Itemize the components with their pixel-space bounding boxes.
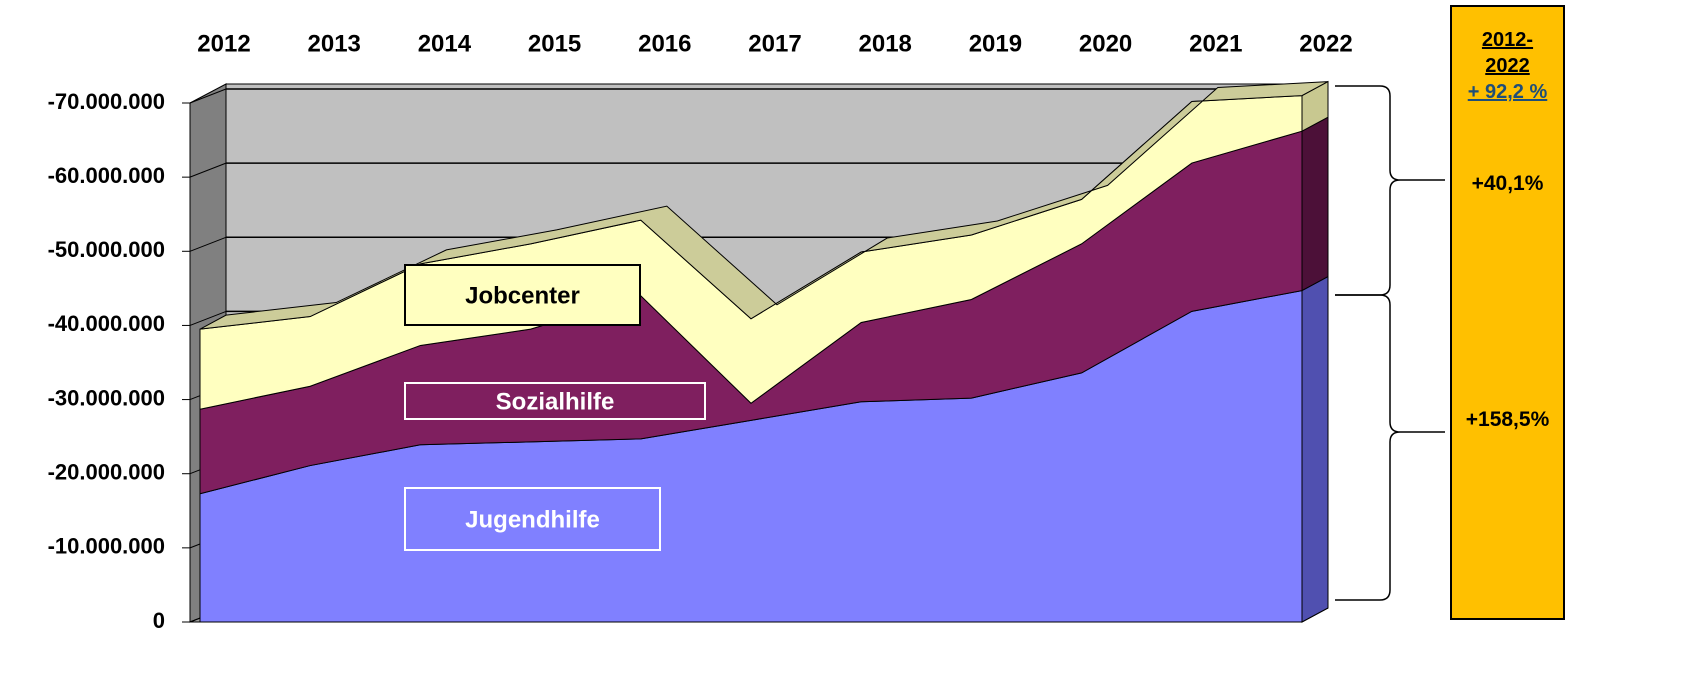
period-label: 2012-2022 xyxy=(1481,29,1534,77)
total-change: + 92,2 % xyxy=(1467,81,1548,103)
x-tick-label: 2022 xyxy=(1299,30,1352,57)
y-tick-label: -50.000.000 xyxy=(48,237,165,262)
y-tick-label: -20.000.000 xyxy=(48,460,165,485)
x-tick-label: 2013 xyxy=(308,30,361,57)
y-tick-label: -30.000.000 xyxy=(48,385,165,410)
side-grid-line xyxy=(189,236,227,252)
area-side xyxy=(1301,275,1329,623)
x-tick-label: 2017 xyxy=(748,30,801,57)
x-tick-label: 2015 xyxy=(528,30,581,57)
legend-box xyxy=(404,487,661,551)
braces xyxy=(1335,85,1445,601)
x-tick-label: 2019 xyxy=(969,30,1022,57)
legend-label: Jobcenter xyxy=(465,282,580,309)
x-tick-label: 2018 xyxy=(859,30,912,57)
lower-brace xyxy=(1335,294,1445,601)
lower-change: +158,5% xyxy=(1465,408,1550,431)
legend-box xyxy=(404,382,706,420)
upper-change: +40,1% xyxy=(1471,172,1544,195)
summary-box: 2012-2022 + 92,2 % xyxy=(1450,5,1565,620)
area-top xyxy=(199,81,1329,330)
area-side xyxy=(1301,116,1329,292)
y-tick-label: -40.000.000 xyxy=(48,311,165,336)
x-tick-label: 2016 xyxy=(638,30,691,57)
side-grid-line xyxy=(189,310,227,326)
x-tick-label: 2021 xyxy=(1189,30,1242,57)
y-tick-label: 0 xyxy=(153,608,165,633)
y-tick-label: -70.000.000 xyxy=(48,89,165,114)
y-tick-label: -10.000.000 xyxy=(48,534,165,559)
x-tick-label: 2012 xyxy=(197,30,250,57)
y-tick-label: -60.000.000 xyxy=(48,163,165,188)
upper-brace xyxy=(1335,85,1445,296)
legend-box xyxy=(404,264,641,326)
x-tick-label: 2020 xyxy=(1079,30,1132,57)
side-grid-line xyxy=(189,162,227,178)
side-grid-line xyxy=(189,88,227,104)
legend-label: Jugendhilfe xyxy=(465,506,600,533)
legend-label: Sozialhilfe xyxy=(496,388,615,415)
x-tick-label: 2014 xyxy=(418,30,472,57)
